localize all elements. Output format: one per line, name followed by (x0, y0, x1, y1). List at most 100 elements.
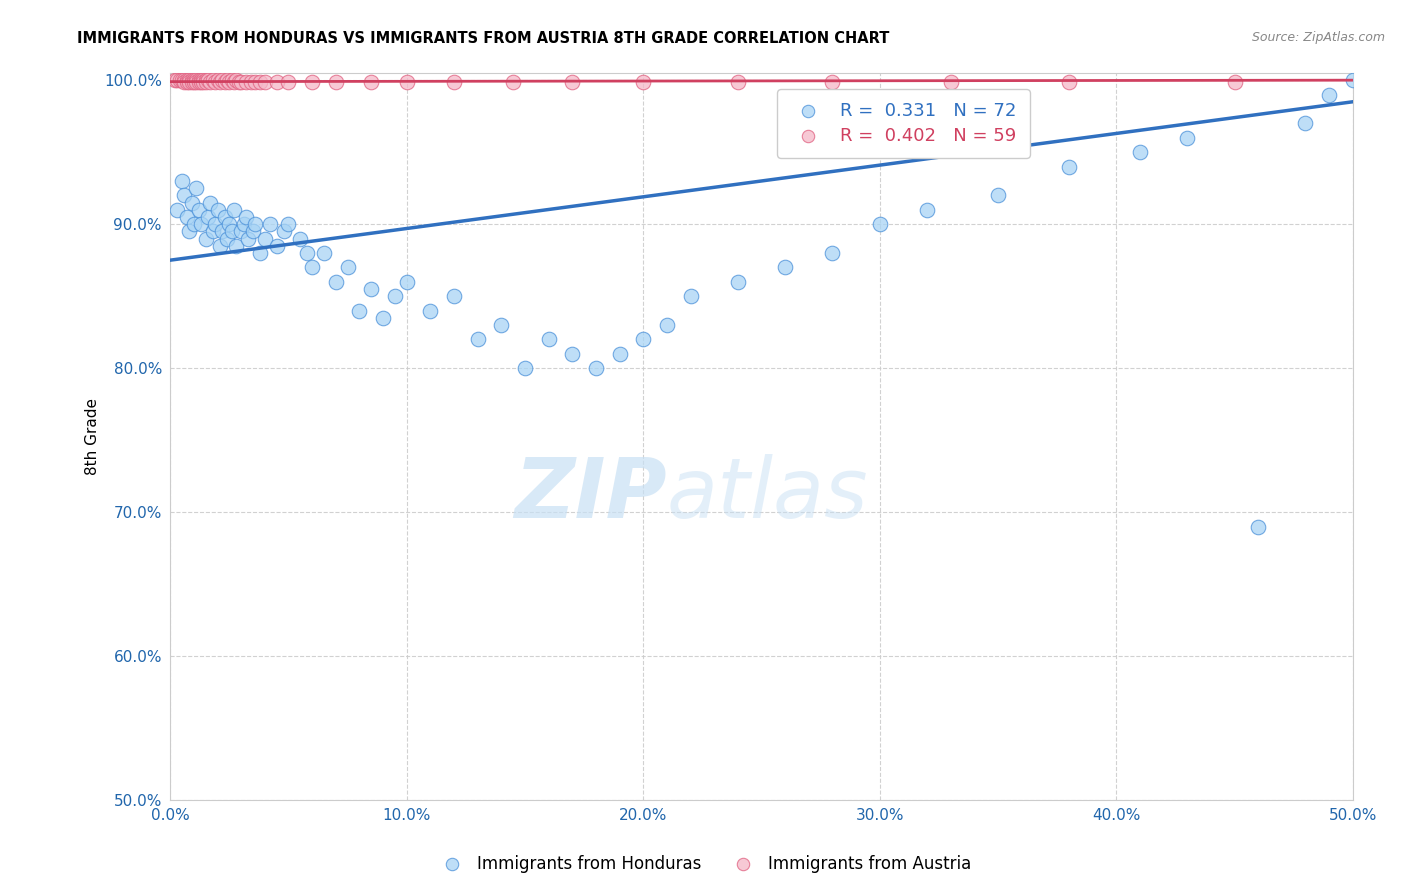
Point (207, 73, 229, 87)
Point (242, 224, 264, 238)
Point (180, 75, 202, 89)
Point (163, 73, 186, 87)
Point (273, 224, 295, 238)
Point (190, 75, 212, 89)
Point (633, 75, 655, 89)
Point (821, 246, 844, 260)
Point (211, 73, 233, 87)
Point (360, 75, 382, 89)
Point (204, 75, 226, 89)
Point (228, 75, 250, 89)
Point (190, 73, 212, 87)
Point (179, 73, 201, 87)
Point (201, 73, 224, 87)
Point (224, 75, 246, 89)
Point (312, 246, 335, 260)
Point (249, 75, 271, 89)
Point (467, 332, 489, 346)
Point (170, 73, 193, 87)
Point (211, 224, 233, 238)
Point (502, 75, 524, 89)
Point (443, 289, 465, 303)
Point (325, 275, 347, 289)
Point (245, 75, 267, 89)
Point (166, 73, 188, 87)
Point (537, 332, 560, 346)
Point (180, 73, 202, 87)
Text: IMMIGRANTS FROM HONDURAS VS IMMIGRANTS FROM AUSTRIA 8TH GRADE CORRELATION CHART: IMMIGRANTS FROM HONDURAS VS IMMIGRANTS F… (77, 31, 890, 46)
Point (253, 231, 276, 245)
Point (259, 217, 281, 231)
Point (187, 73, 209, 87)
Point (224, 202, 246, 217)
Point (235, 210, 257, 224)
Point (561, 75, 583, 89)
Point (218, 217, 240, 231)
Point (232, 217, 254, 231)
Point (939, 75, 962, 89)
Point (169, 73, 191, 87)
Point (821, 75, 844, 89)
Point (336, 260, 359, 275)
Point (266, 239, 288, 253)
Point (491, 318, 513, 332)
Point (360, 282, 382, 296)
Point (349, 303, 371, 318)
Point (277, 75, 299, 89)
Point (290, 231, 312, 245)
Point (215, 231, 238, 245)
Point (221, 224, 243, 238)
Y-axis label: 8th Grade: 8th Grade (86, 398, 100, 475)
Point (1129, 145, 1152, 160)
Point (186, 73, 208, 87)
Point (1341, 73, 1364, 87)
Point (194, 231, 217, 245)
Point (1317, 87, 1340, 102)
Point (297, 246, 319, 260)
Point (173, 75, 195, 89)
Point (214, 75, 236, 89)
Point (200, 195, 222, 210)
Point (371, 310, 394, 325)
Point (173, 188, 195, 202)
Point (201, 224, 224, 238)
Point (727, 275, 749, 289)
Point (395, 75, 418, 89)
Point (277, 217, 299, 231)
Point (513, 361, 536, 376)
Point (301, 260, 323, 275)
Point (773, 260, 796, 275)
Point (1294, 116, 1316, 130)
Point (238, 231, 260, 245)
Point (245, 217, 267, 231)
Point (170, 174, 193, 188)
Legend: Immigrants from Honduras, Immigrants from Austria: Immigrants from Honduras, Immigrants fro… (429, 848, 977, 880)
Point (214, 210, 236, 224)
Point (384, 289, 406, 303)
Point (231, 75, 253, 89)
Point (1057, 160, 1080, 174)
Point (1175, 130, 1198, 145)
Point (633, 332, 655, 346)
Point (239, 75, 262, 89)
Point (987, 188, 1010, 202)
Point (207, 202, 229, 217)
Point (727, 75, 749, 89)
Point (679, 289, 702, 303)
Point (186, 75, 208, 89)
Point (187, 75, 209, 89)
Point (301, 75, 323, 89)
Point (869, 217, 891, 231)
Point (183, 73, 205, 87)
Point (176, 73, 198, 87)
Point (561, 347, 583, 361)
Point (218, 75, 240, 89)
Point (215, 73, 238, 87)
Point (183, 75, 205, 89)
Point (179, 224, 201, 238)
Point (176, 75, 198, 89)
Point (231, 224, 253, 238)
Legend: R =  0.331   N = 72, R =  0.402   N = 59: R = 0.331 N = 72, R = 0.402 N = 59 (778, 89, 1029, 158)
Point (179, 75, 201, 89)
Point (208, 75, 231, 89)
